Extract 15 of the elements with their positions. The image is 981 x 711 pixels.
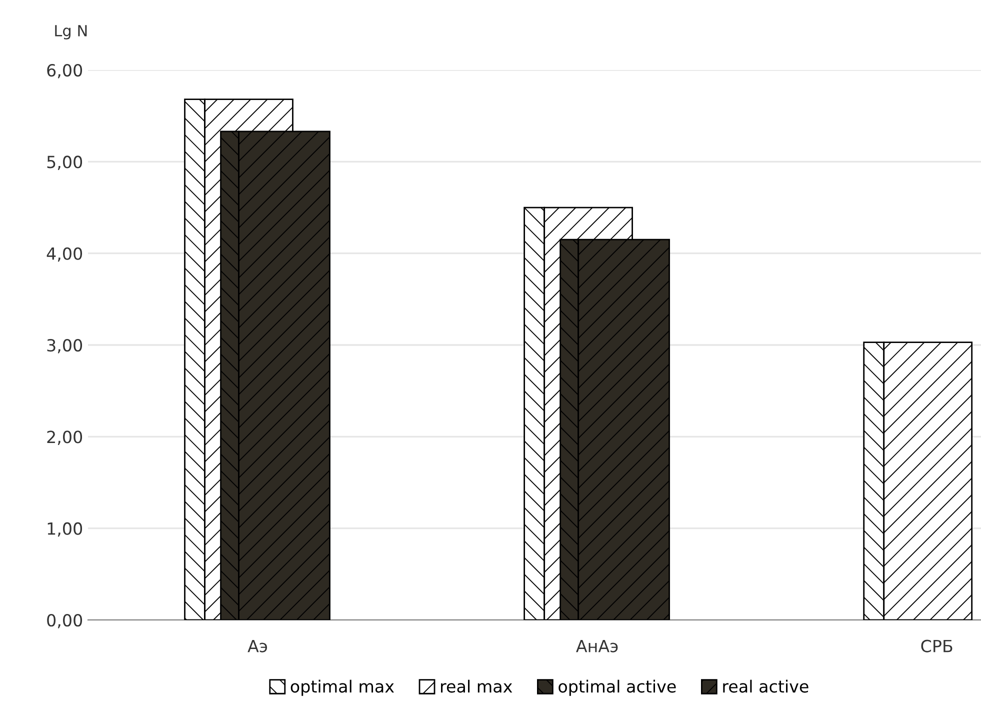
- x-tick-label: СРБ: [921, 640, 952, 652]
- y-tick-label: 1,00: [48, 522, 82, 537]
- y-tick-label: 3,00: [47, 338, 82, 354]
- y-tick-label: 0,00: [47, 614, 82, 628]
- x-tick-label: АнАэ: [576, 640, 618, 652]
- y-tick-label: 6,00: [47, 64, 82, 78]
- y-tick-label: 4,00: [46, 247, 82, 262]
- x-tick-label: Аэ: [248, 640, 268, 652]
- legend-label: optimal max: [290, 680, 394, 696]
- legend-label: real max: [441, 680, 512, 693]
- y-axis-title: Lg N: [55, 25, 87, 40]
- y-tick-label: 2,00: [47, 430, 82, 445]
- y-tick-label: 5,00: [47, 156, 82, 170]
- legend-label: real active: [723, 680, 808, 693]
- legend-label: optimal active: [558, 680, 676, 696]
